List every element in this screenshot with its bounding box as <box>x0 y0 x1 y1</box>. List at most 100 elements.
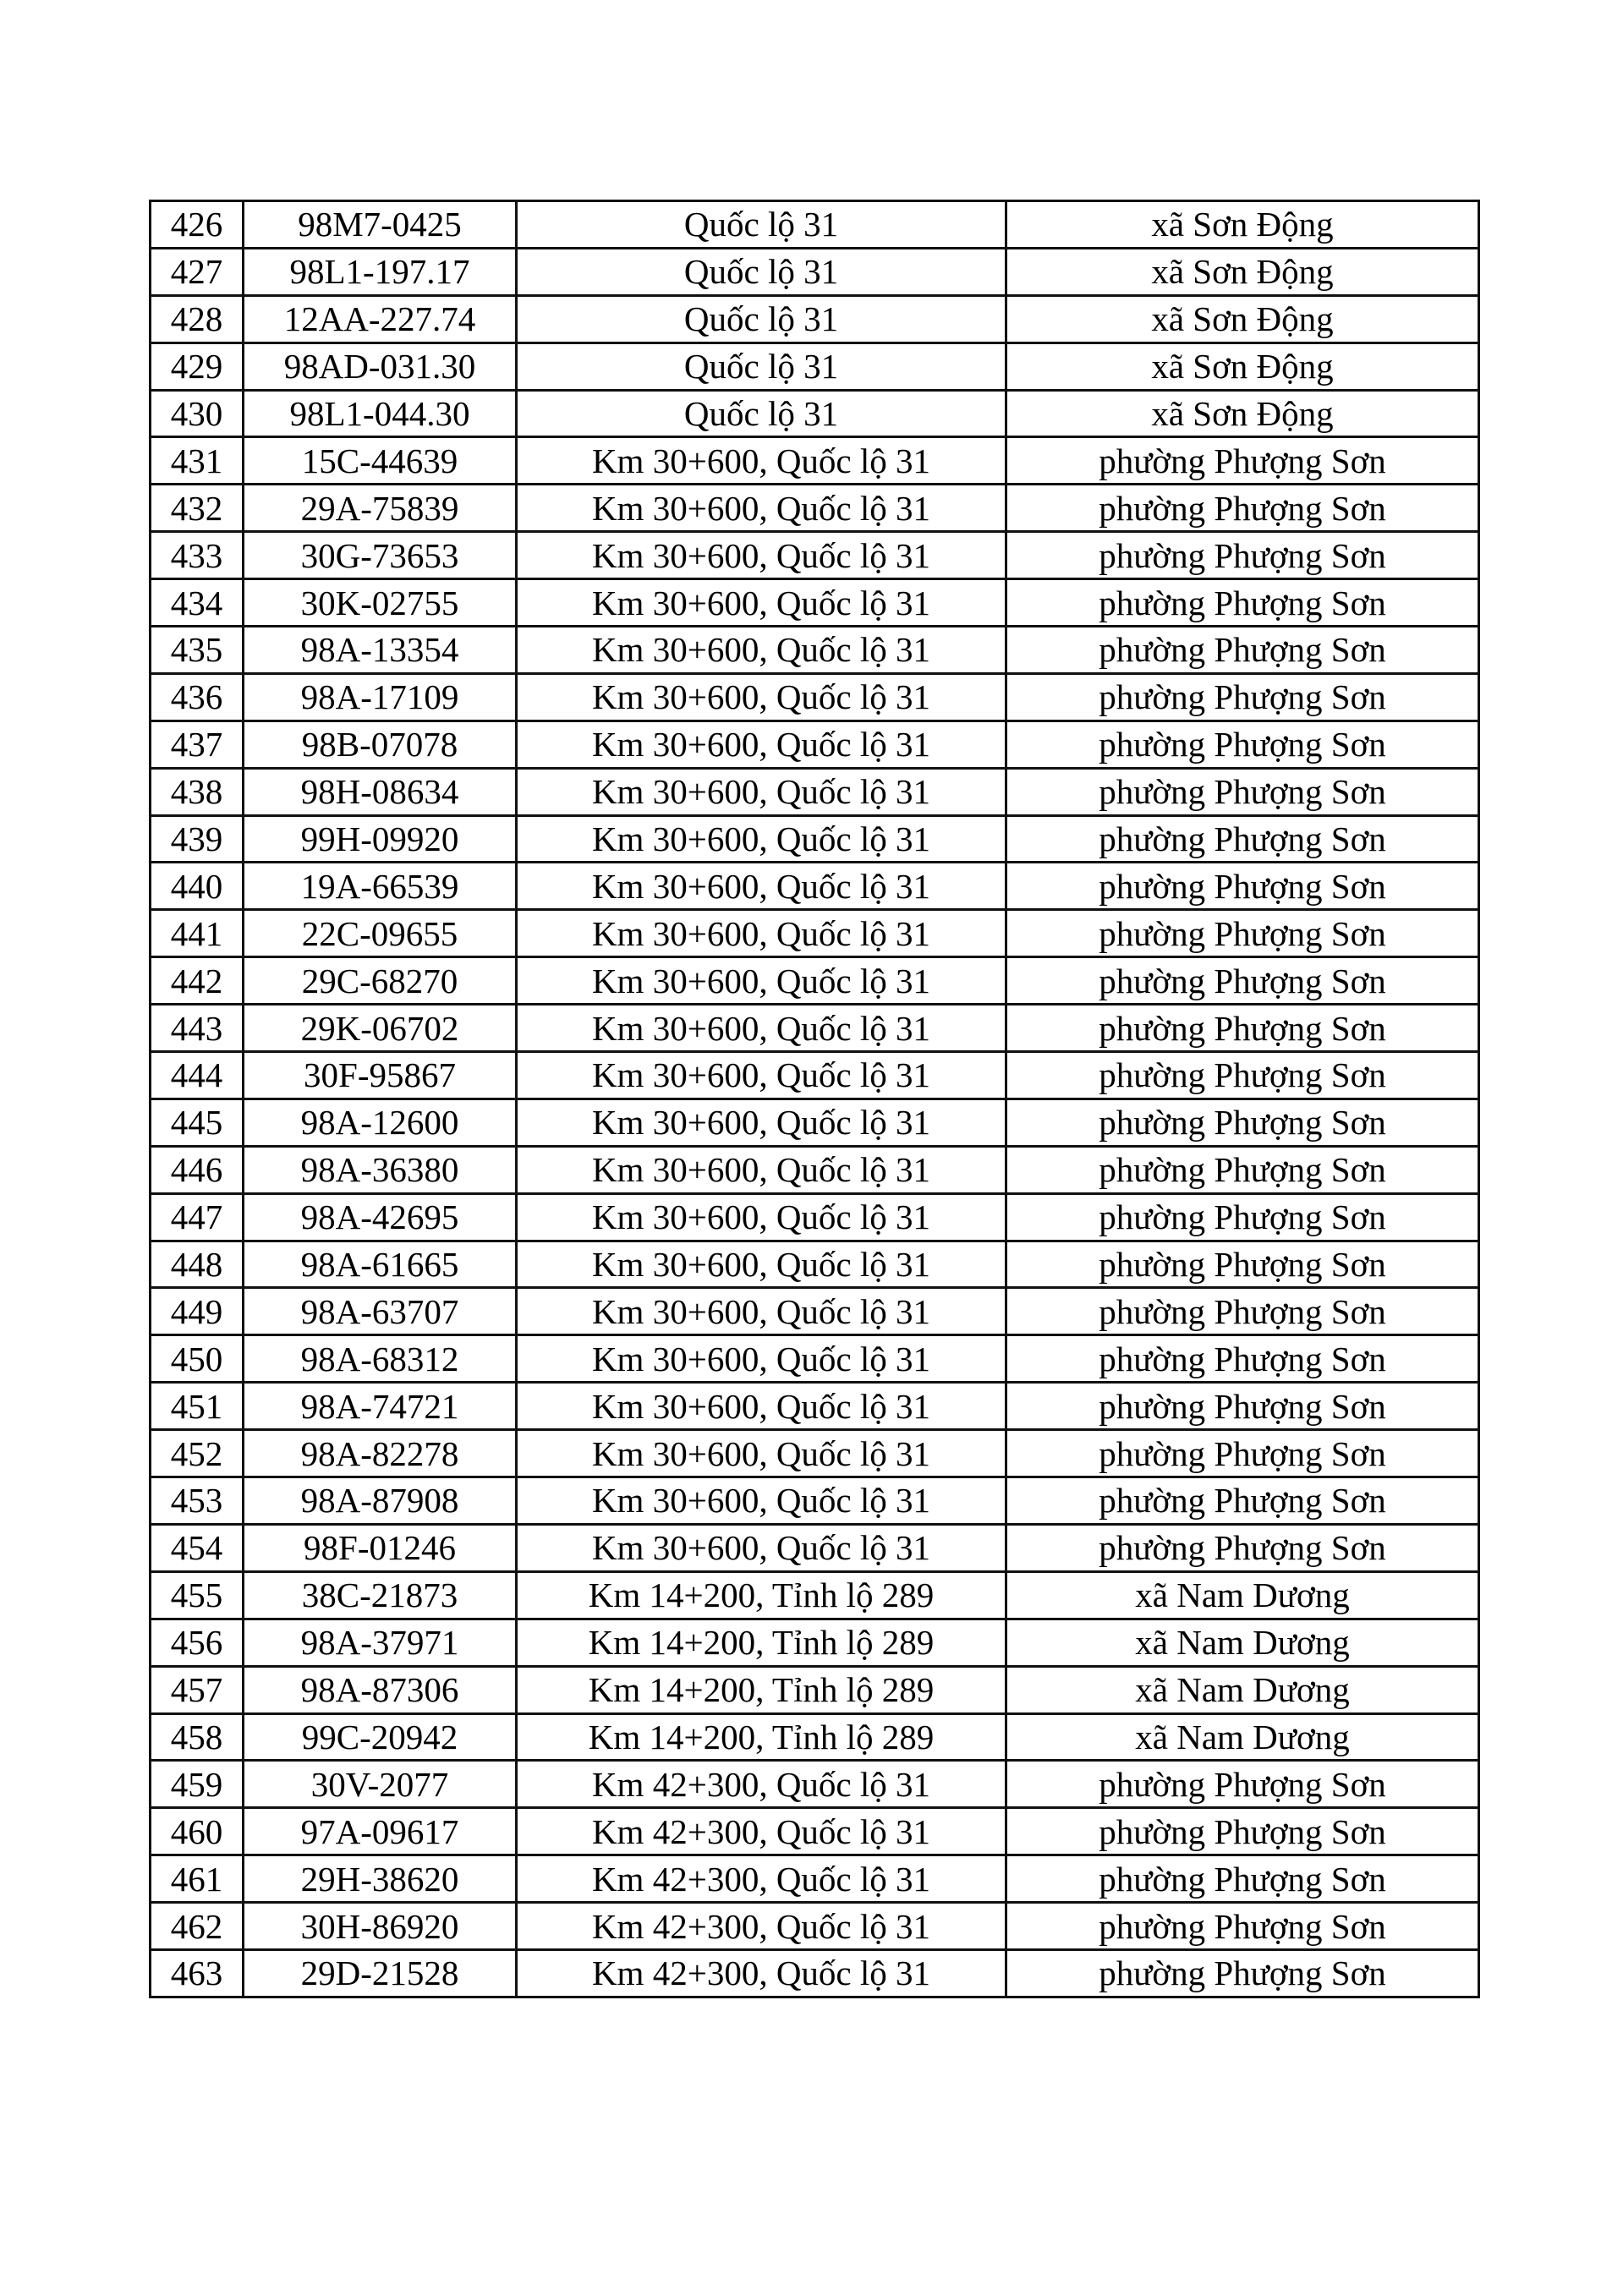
table-row: 427 98L1-197.17 Quốc lộ 31 xã Sơn Động <box>149 246 1480 297</box>
table-row: 451 98A-74721 Km 30+600, Quốc lộ 31 phường … <box>149 1381 1480 1432</box>
location-cell: Quốc lộ 31 <box>515 341 1007 392</box>
row-number-cell: 440 <box>149 861 244 912</box>
commune-cell: phường Phượng Sơn <box>1005 766 1480 817</box>
table-row: 462 30H-86920 Km 42+300, Quốc lộ 31 phường … <box>149 1901 1480 1951</box>
commune-cell: phường Phượng Sơn <box>1005 530 1480 581</box>
row-number-cell: 458 <box>149 1712 244 1762</box>
row-number-cell: 457 <box>149 1664 244 1715</box>
row-number-cell: 431 <box>149 436 244 486</box>
location-cell: Km 30+600, Quốc lộ 31 <box>515 1381 1007 1432</box>
commune-cell: phường Phượng Sơn <box>1005 719 1480 770</box>
location-cell: Km 42+300, Quốc lộ 31 <box>515 1806 1007 1857</box>
license-plate-cell: 29C-68270 <box>242 956 518 1006</box>
commune-cell: phường Phượng Sơn <box>1005 1003 1480 1054</box>
commune-cell: xã Sơn Động <box>1005 293 1480 344</box>
commune-cell: phường Phượng Sơn <box>1005 1381 1480 1432</box>
location-cell: Km 30+600, Quốc lộ 31 <box>515 1286 1007 1337</box>
location-cell: Km 30+600, Quốc lộ 31 <box>515 766 1007 817</box>
row-number-cell: 429 <box>149 341 244 392</box>
license-plate-cell: 29D-21528 <box>242 1948 518 1998</box>
license-plate-cell: 98L1-197.17 <box>242 246 518 297</box>
license-plate-cell: 98A-17109 <box>242 671 518 722</box>
license-plate-cell: 98F-01246 <box>242 1522 518 1573</box>
location-cell: Km 30+600, Quốc lộ 31 <box>515 625 1007 675</box>
row-number-cell: 427 <box>149 246 244 297</box>
location-cell: Quốc lộ 31 <box>515 293 1007 344</box>
location-cell: Km 30+600, Quốc lộ 31 <box>515 1144 1007 1195</box>
license-plate-cell: 98A-74721 <box>242 1381 518 1432</box>
commune-cell: xã Sơn Động <box>1005 246 1480 297</box>
commune-cell: phường Phượng Sơn <box>1005 436 1480 486</box>
location-cell: Km 30+600, Quốc lộ 31 <box>515 814 1007 864</box>
table-row: 447 98A-42695 Km 30+600, Quốc lộ 31 phường … <box>149 1192 1480 1242</box>
table-row: 438 98H-08634 Km 30+600, Quốc lộ 31 phường … <box>149 766 1480 817</box>
location-cell: Km 14+200, Tỉnh lộ 289 <box>515 1664 1007 1715</box>
commune-cell: phường Phượng Sơn <box>1005 1286 1480 1337</box>
location-cell: Quốc lộ 31 <box>515 246 1007 297</box>
table-row: 435 98A-13354 Km 30+600, Quốc lộ 31 phường … <box>149 625 1480 675</box>
table-row: 428 12AA-227.74 Quốc lộ 31 xã Sơn Động <box>149 293 1480 344</box>
location-cell: Km 42+300, Quốc lộ 31 <box>515 1948 1007 1998</box>
license-plate-cell: 19A-66539 <box>242 861 518 912</box>
row-number-cell: 463 <box>149 1948 244 1998</box>
table-row: 460 97A-09617 Km 42+300, Quốc lộ 31 phường … <box>149 1806 1480 1857</box>
row-number-cell: 460 <box>149 1806 244 1857</box>
row-number-cell: 435 <box>149 625 244 675</box>
row-number-cell: 438 <box>149 766 244 817</box>
license-plate-cell: 98A-87908 <box>242 1476 518 1526</box>
location-cell: Km 30+600, Quốc lộ 31 <box>515 1476 1007 1526</box>
license-plate-cell: 98A-87306 <box>242 1664 518 1715</box>
license-plate-cell: 30V-2077 <box>242 1759 518 1810</box>
row-number-cell: 451 <box>149 1381 244 1432</box>
commune-cell: xã Sơn Động <box>1005 200 1480 249</box>
violations-table: 426 98M7-0425 Quốc lộ 31 xã Sơn Động 427 98L1… <box>149 200 1480 1998</box>
location-cell: Quốc lộ 31 <box>515 200 1007 249</box>
table-row: 452 98A-82278 Km 30+600, Quốc lộ 31 phường … <box>149 1428 1480 1479</box>
commune-cell: phường Phượng Sơn <box>1005 1428 1480 1479</box>
location-cell: Km 30+600, Quốc lộ 31 <box>515 483 1007 534</box>
row-number-cell: 446 <box>149 1144 244 1195</box>
commune-cell: xã Nam Dương <box>1005 1664 1480 1715</box>
location-cell: Km 30+600, Quốc lộ 31 <box>515 1334 1007 1384</box>
commune-cell: xã Nam Dương <box>1005 1617 1480 1668</box>
table-row: 442 29C-68270 Km 30+600, Quốc lộ 31 phường … <box>149 956 1480 1006</box>
table-row: 455 38C-21873 Km 14+200, Tỉnh lộ 289 xã Nam… <box>149 1570 1480 1620</box>
row-number-cell: 461 <box>149 1854 244 1904</box>
row-number-cell: 442 <box>149 956 244 1006</box>
license-plate-cell: 30F-95867 <box>242 1050 518 1100</box>
license-plate-cell: 98A-63707 <box>242 1286 518 1337</box>
row-number-cell: 434 <box>149 578 244 628</box>
commune-cell: phường Phượng Sơn <box>1005 1806 1480 1857</box>
commune-cell: phường Phượng Sơn <box>1005 1097 1480 1148</box>
license-plate-cell: 98AD-031.30 <box>242 341 518 392</box>
license-plate-cell: 98M7-0425 <box>242 200 518 249</box>
commune-cell: phường Phượng Sơn <box>1005 1334 1480 1384</box>
row-number-cell: 456 <box>149 1617 244 1668</box>
row-number-cell: 454 <box>149 1522 244 1573</box>
table-row: 454 98F-01246 Km 30+600, Quốc lộ 31 phường … <box>149 1522 1480 1573</box>
commune-cell: phường Phượng Sơn <box>1005 1854 1480 1904</box>
location-cell: Km 30+600, Quốc lộ 31 <box>515 1003 1007 1054</box>
commune-cell: phường Phượng Sơn <box>1005 1522 1480 1573</box>
row-number-cell: 437 <box>149 719 244 770</box>
table-row: 456 98A-37971 Km 14+200, Tỉnh lộ 289 xã Nam… <box>149 1617 1480 1668</box>
table-row: 437 98B-07078 Km 30+600, Quốc lộ 31 phường … <box>149 719 1480 770</box>
location-cell: Km 30+600, Quốc lộ 31 <box>515 1428 1007 1479</box>
commune-cell: phường Phượng Sơn <box>1005 578 1480 628</box>
license-plate-cell: 98A-12600 <box>242 1097 518 1148</box>
row-number-cell: 441 <box>149 908 244 959</box>
row-number-cell: 439 <box>149 814 244 864</box>
location-cell: Km 30+600, Quốc lộ 31 <box>515 1050 1007 1100</box>
commune-cell: phường Phượng Sơn <box>1005 1948 1480 1998</box>
location-cell: Km 42+300, Quốc lộ 31 <box>515 1759 1007 1810</box>
location-cell: Km 14+200, Tỉnh lộ 289 <box>515 1617 1007 1668</box>
commune-cell: xã Sơn Động <box>1005 388 1480 439</box>
table-row: 453 98A-87908 Km 30+600, Quốc lộ 31 phường … <box>149 1476 1480 1526</box>
location-cell: Km 30+600, Quốc lộ 31 <box>515 1097 1007 1148</box>
table-row: 443 29K-06702 Km 30+600, Quốc lộ 31 phường … <box>149 1003 1480 1054</box>
row-number-cell: 455 <box>149 1570 244 1620</box>
row-number-cell: 433 <box>149 530 244 581</box>
license-plate-cell: 98A-36380 <box>242 1144 518 1195</box>
location-cell: Km 30+600, Quốc lộ 31 <box>515 1239 1007 1290</box>
table-body: 426 98M7-0425 Quốc lộ 31 xã Sơn Động 427 98L1… <box>149 200 1480 1998</box>
